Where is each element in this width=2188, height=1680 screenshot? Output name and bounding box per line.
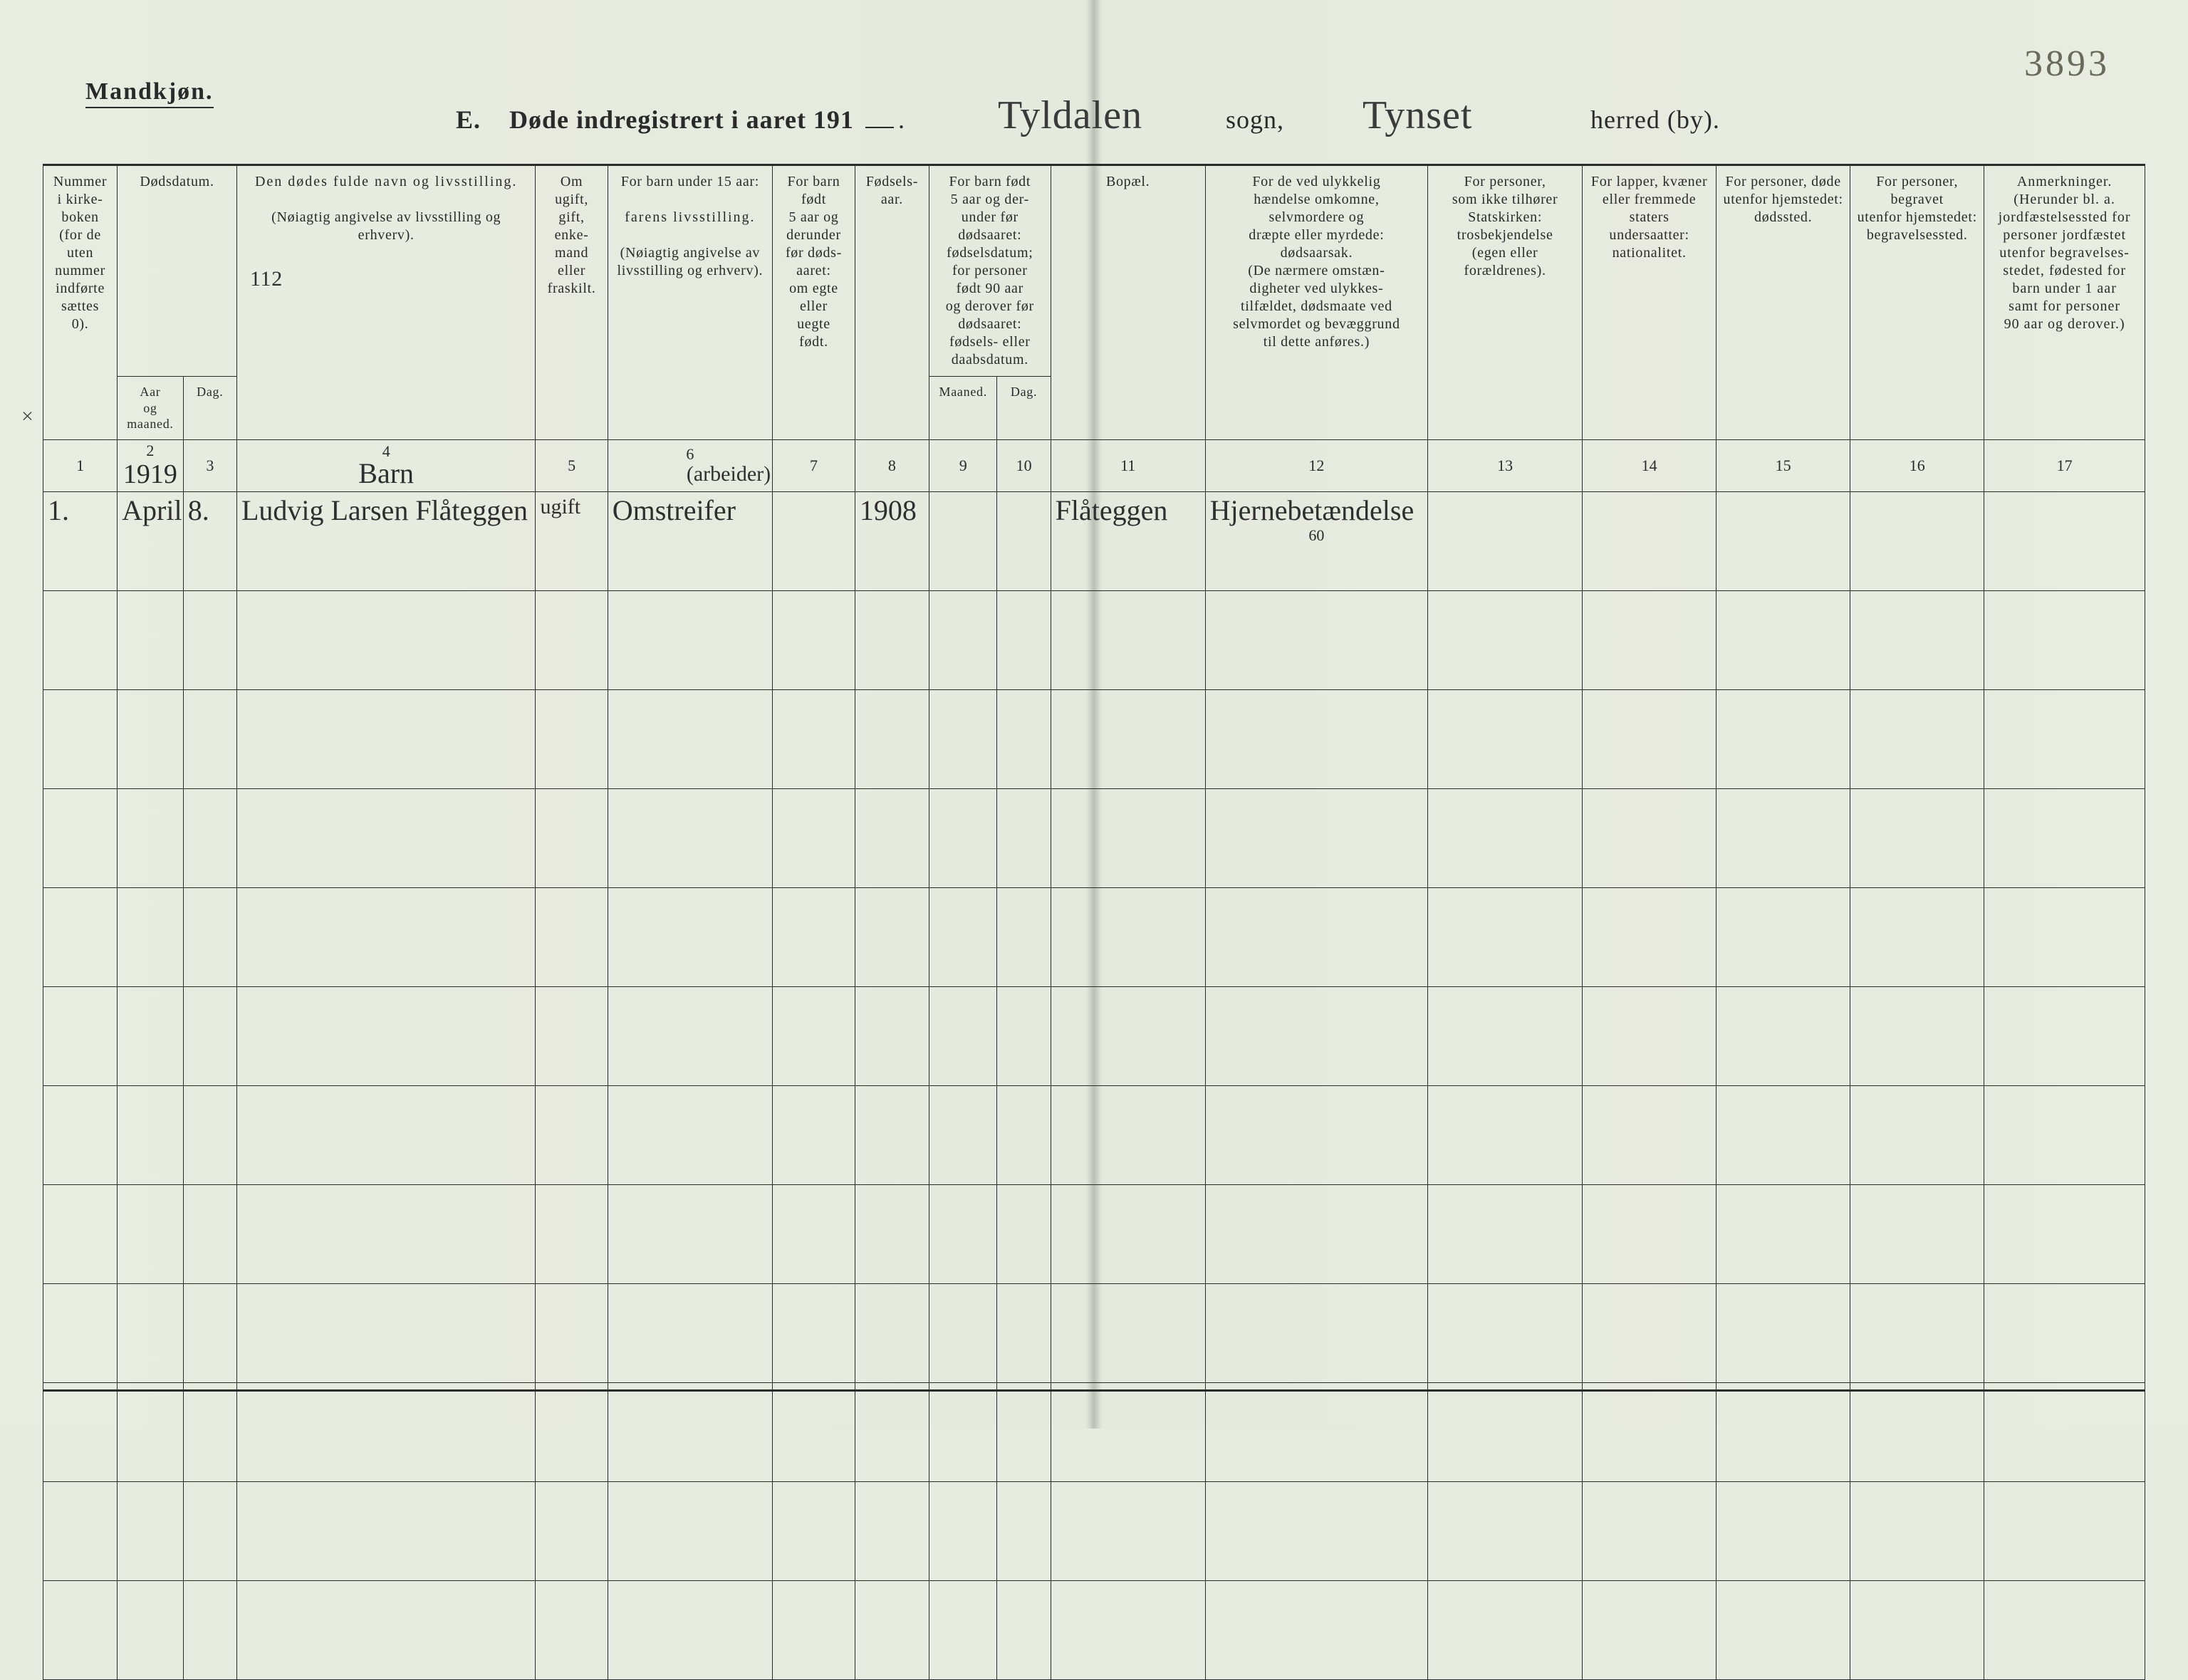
ledger-page: 3893 Mandkjøn. E. Døde indregistrert i a… (0, 0, 2188, 1429)
table-row (43, 1184, 2145, 1283)
table-row (43, 887, 2145, 986)
cell-15 (1716, 491, 1850, 590)
title-block: E. Døde indregistrert i aaret 191 . Tyld… (456, 100, 2103, 135)
col-11-header: Bopæl. (1051, 165, 1205, 440)
col-9b-header: Dag. (997, 377, 1051, 440)
colnum-10: 10 (997, 439, 1051, 491)
gender-label: Mandkjøn. (85, 78, 214, 108)
col-1-header: Nummer i kirke- boken (for de uten numme… (43, 165, 118, 440)
margin-mark: × (21, 405, 33, 429)
colnum-1: 1 (43, 439, 118, 491)
cell-civil: ugift (536, 491, 608, 590)
table-row (43, 1382, 2145, 1481)
table-head: Nummer i kirke- boken (for de uten numme… (43, 165, 2145, 440)
table-row (43, 1481, 2145, 1580)
sogn-field: Tyldalen (984, 100, 1212, 128)
table-row (43, 590, 2145, 689)
bottom-rule (43, 1389, 2145, 1392)
colnum-7: 7 (773, 439, 855, 491)
cell-14 (1583, 491, 1716, 590)
cell-egte (773, 491, 855, 590)
header-row-1: Nummer i kirke- boken (for de uten numme… (43, 165, 2145, 377)
cell-birth-m (929, 491, 996, 590)
cell-bopael: Flåteggen (1051, 491, 1205, 590)
colnum-4: 4Barn (236, 439, 536, 491)
col-17-header: Anmerkninger. (Herunder bl. a. jordfæste… (1984, 165, 2145, 440)
year-blank (865, 107, 894, 128)
colnum-13: 13 (1428, 439, 1583, 491)
cell-cause: Hjernebetændelse 60 (1205, 491, 1427, 590)
cell-17 (1984, 491, 2145, 590)
col-8-header: Fødsels- aar. (855, 165, 929, 440)
table-body: 1 21919 3 4Barn 5 6(arbeider) 7 8 9 10 1… (43, 439, 2145, 1679)
col-9-header-top: For barn født 5 aar og der- under før dø… (929, 165, 1051, 377)
col-2b-header: Dag. (183, 377, 236, 440)
table-row (43, 689, 2145, 788)
precolumn-note-hand: 112 (243, 266, 530, 293)
herred-field: Tynset (1348, 100, 1576, 128)
colnum-5: 5 (536, 439, 608, 491)
cell-13 (1428, 491, 1583, 590)
cell-name: Ludvig Larsen Flåteggen (236, 491, 536, 590)
col-2-header-top: Dødsdatum. (118, 165, 237, 377)
col-16-header: For personer, begravet utenfor hjemstede… (1850, 165, 1984, 440)
ledger-table: Nummer i kirke- boken (for de uten numme… (43, 164, 2145, 1680)
cell-birth-d (997, 491, 1051, 590)
colnum-2: 21919 (118, 439, 184, 491)
colnum-17: 17 (1984, 439, 2145, 491)
colnum-14: 14 (1583, 439, 1716, 491)
sogn-value-handwritten: Tyldalen (984, 93, 1157, 138)
col-15-header: For personer, døde utenfor hjemstedet: d… (1716, 165, 1850, 440)
ledger-table-wrap: Nummer i kirke- boken (for de uten numme… (43, 164, 2145, 1386)
section-letter: E. (456, 105, 481, 134)
cell-month: April (118, 491, 184, 590)
table-row (43, 1283, 2145, 1382)
colnum-8: 8 (855, 439, 929, 491)
herred-value-handwritten: Tynset (1348, 93, 1487, 138)
column-number-row: 1 21919 3 4Barn 5 6(arbeider) 7 8 9 10 1… (43, 439, 2145, 491)
page-header: Mandkjøn. E. Døde indregistrert i aaret … (85, 78, 2103, 142)
sogn-label: sogn, (1226, 105, 1284, 134)
colnum-15: 15 (1716, 439, 1850, 491)
col-12-header: For de ved ulykkelig hændelse omkomne, s… (1205, 165, 1427, 440)
table-row: 1. April 8. Ludvig Larsen Flåteggen ugif… (43, 491, 2145, 590)
cell-cause-sub: 60 (1210, 526, 1423, 545)
colnum-16: 16 (1850, 439, 1984, 491)
col-4-header: Den dødes fulde navn og livsstilling. (N… (236, 165, 536, 440)
col-13-header: For personer, som ikke tilhører Statskir… (1428, 165, 1583, 440)
colnum-12: 12 (1205, 439, 1427, 491)
colnum-3: 3 (183, 439, 236, 491)
col-9a-header: Maaned. (929, 377, 996, 440)
row1-name-top: Barn (239, 458, 534, 489)
col-7-header: For barn født 5 aar og derunder før døds… (773, 165, 855, 440)
col-2a-header: Aar og maaned. (118, 377, 184, 440)
colnum-6: 6(arbeider) (608, 439, 772, 491)
colnum-9: 9 (929, 439, 996, 491)
cell-day: 8. (183, 491, 236, 590)
row1-father-top: (arbeider) (610, 462, 771, 486)
cell-16 (1850, 491, 1984, 590)
herred-label: herred (by). (1590, 105, 1720, 134)
table-row (43, 1085, 2145, 1184)
row1-year: 1919 (119, 459, 182, 490)
col-5-header: Om ugift, gift, enke- mand eller fraskil… (536, 165, 608, 440)
col-6-header: For barn under 15 aar: farens livsstilli… (608, 165, 772, 440)
title-prefix: Døde indregistrert i aaret 191 (509, 105, 854, 134)
col-14-header: For lapper, kvæner eller fremmede stater… (1583, 165, 1716, 440)
cell-birthyear: 1908 (855, 491, 929, 590)
cell-rownum: 1. (43, 491, 118, 590)
colnum-11: 11 (1051, 439, 1205, 491)
table-row (43, 986, 2145, 1085)
table-row (43, 1580, 2145, 1679)
table-row (43, 788, 2145, 887)
cell-father: Omstreifer (608, 491, 772, 590)
